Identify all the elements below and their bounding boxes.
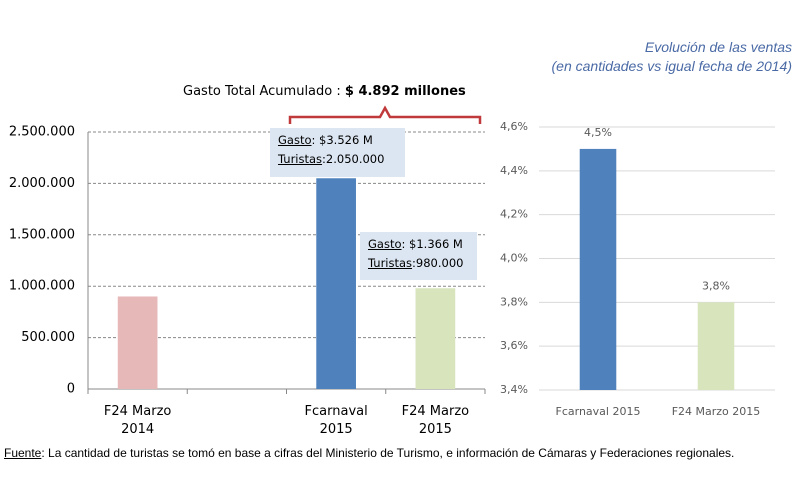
x-tick-label-line: 2015	[320, 422, 353, 437]
callout-value: :2.050.000	[322, 152, 385, 166]
x-tick-label-line: F24 Marzo	[402, 404, 470, 419]
value-label: 3,8%	[702, 279, 730, 292]
callout: Gasto: $1.366 M Turistas:980.000	[360, 232, 477, 280]
footer-label: Fuente	[4, 446, 42, 460]
total-annotation: Gasto Total Acumulado : $ 4.892 millones	[183, 84, 466, 99]
y-tick-label: 4,6%	[500, 120, 528, 133]
y-tick-label: 500.000	[21, 330, 75, 345]
x-tick-label-line: 2015	[419, 422, 452, 437]
chart-title: Evolución de las ventas	[644, 39, 792, 55]
callout-key: Gasto	[368, 237, 402, 251]
callout-value: : $1.366 M	[401, 237, 463, 251]
callout-value: :980.000	[412, 256, 464, 270]
x-tick-label-line: F24 Marzo	[104, 404, 172, 419]
callout: Gasto: $3.526 M Turistas:2.050.000	[270, 128, 405, 177]
y-tick-label: 3,4%	[500, 383, 528, 396]
y-tick-label: 3,8%	[500, 295, 528, 308]
y-tick-label: 4,4%	[500, 164, 528, 177]
callout-key: Turistas	[368, 256, 413, 270]
x-tick-label: F24 Marzo 2015	[672, 405, 761, 418]
bar	[117, 296, 158, 389]
callout-key: Turistas	[278, 152, 323, 166]
x-tick-label-line: Fcarnaval	[305, 404, 368, 419]
y-tick-label: 2.500.000	[9, 125, 75, 140]
y-tick-label: 2.000.000	[9, 176, 75, 191]
value-label: 4,5%	[584, 126, 612, 139]
bar	[697, 302, 735, 390]
callout-key: Gasto	[278, 133, 312, 147]
x-tick-label: Fcarnaval 2015	[305, 404, 368, 437]
footer: Fuente: La cantidad de turistas se tomó …	[4, 446, 799, 460]
total-label: Gasto Total Acumulado :	[183, 84, 345, 99]
footer-text: : La cantidad de turistas se tomó en bas…	[41, 446, 735, 460]
callout-line: Turistas:2.050.000	[278, 150, 397, 169]
x-tick-label: Fcarnaval 2015	[556, 405, 641, 418]
bracket	[288, 105, 482, 124]
callout-value: : $3.526 M	[311, 133, 373, 147]
y-tick-label: 4,2%	[500, 208, 528, 221]
callout-line: Turistas:980.000	[368, 254, 469, 273]
total-value: $ 4.892 millones	[344, 84, 466, 99]
x-tick-label: F24 Marzo 2015	[402, 404, 470, 437]
x-tick-label: F24 Marzo 2014	[104, 404, 172, 437]
callout-line: Gasto: $1.366 M	[368, 235, 469, 254]
bar	[415, 288, 456, 389]
y-tick-label: 3,6%	[500, 339, 528, 352]
y-tick-label: 1.500.000	[9, 227, 75, 242]
y-tick-label: 1.000.000	[9, 279, 75, 294]
callout-line: Gasto: $3.526 M	[278, 131, 397, 150]
chart-subtitle: (en cantidades vs igual fecha de 2014)	[551, 58, 793, 74]
y-tick-label: 4,0%	[500, 252, 528, 265]
y-tick-label: 0	[67, 382, 75, 397]
bar	[579, 148, 617, 390]
x-tick-label-line: 2014	[121, 422, 154, 437]
right-title-block: Evolución de las ventas (en cantidades v…	[552, 38, 793, 76]
bar	[316, 178, 356, 389]
